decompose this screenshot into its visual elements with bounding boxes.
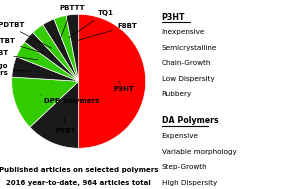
Wedge shape bbox=[12, 57, 79, 81]
Text: P3HT: P3HT bbox=[162, 12, 185, 22]
Text: PTB7: PTB7 bbox=[55, 118, 75, 134]
Text: High Dispersity: High Dispersity bbox=[162, 180, 217, 186]
Text: PCPDTBT: PCPDTBT bbox=[0, 22, 52, 48]
Text: TQ1: TQ1 bbox=[69, 10, 113, 38]
Text: DPP polymers: DPP polymers bbox=[41, 95, 100, 104]
Text: Chain-Growth: Chain-Growth bbox=[162, 60, 211, 66]
Text: DA Polymers: DA Polymers bbox=[162, 116, 218, 125]
Text: Variable morphology: Variable morphology bbox=[162, 149, 236, 155]
Text: PCDTBT: PCDTBT bbox=[0, 50, 38, 60]
Wedge shape bbox=[66, 14, 79, 81]
Text: 2016 year-to-date, 964 articles total: 2016 year-to-date, 964 articles total bbox=[6, 180, 151, 186]
Wedge shape bbox=[16, 42, 79, 81]
Wedge shape bbox=[33, 25, 79, 81]
Text: PBTTT: PBTTT bbox=[59, 5, 85, 40]
Wedge shape bbox=[24, 33, 79, 81]
Text: Rubbery: Rubbery bbox=[162, 91, 192, 97]
Wedge shape bbox=[54, 15, 79, 81]
Wedge shape bbox=[30, 81, 79, 148]
Text: F8TBT: F8TBT bbox=[0, 38, 46, 54]
Wedge shape bbox=[43, 19, 79, 81]
Wedge shape bbox=[79, 14, 146, 148]
Text: isoindigo
polymers: isoindigo polymers bbox=[0, 63, 30, 76]
Wedge shape bbox=[12, 77, 79, 127]
Text: Expensive: Expensive bbox=[162, 133, 199, 139]
Text: P3HT: P3HT bbox=[114, 81, 134, 92]
Text: Published articles on selected polymers: Published articles on selected polymers bbox=[0, 167, 158, 173]
Text: Low Dispersity: Low Dispersity bbox=[162, 76, 214, 82]
Text: Step-Growth: Step-Growth bbox=[162, 164, 207, 170]
Text: Inexpensive: Inexpensive bbox=[162, 29, 205, 35]
Text: F8BT: F8BT bbox=[78, 23, 137, 40]
Text: Semicrystalline: Semicrystalline bbox=[162, 45, 217, 51]
